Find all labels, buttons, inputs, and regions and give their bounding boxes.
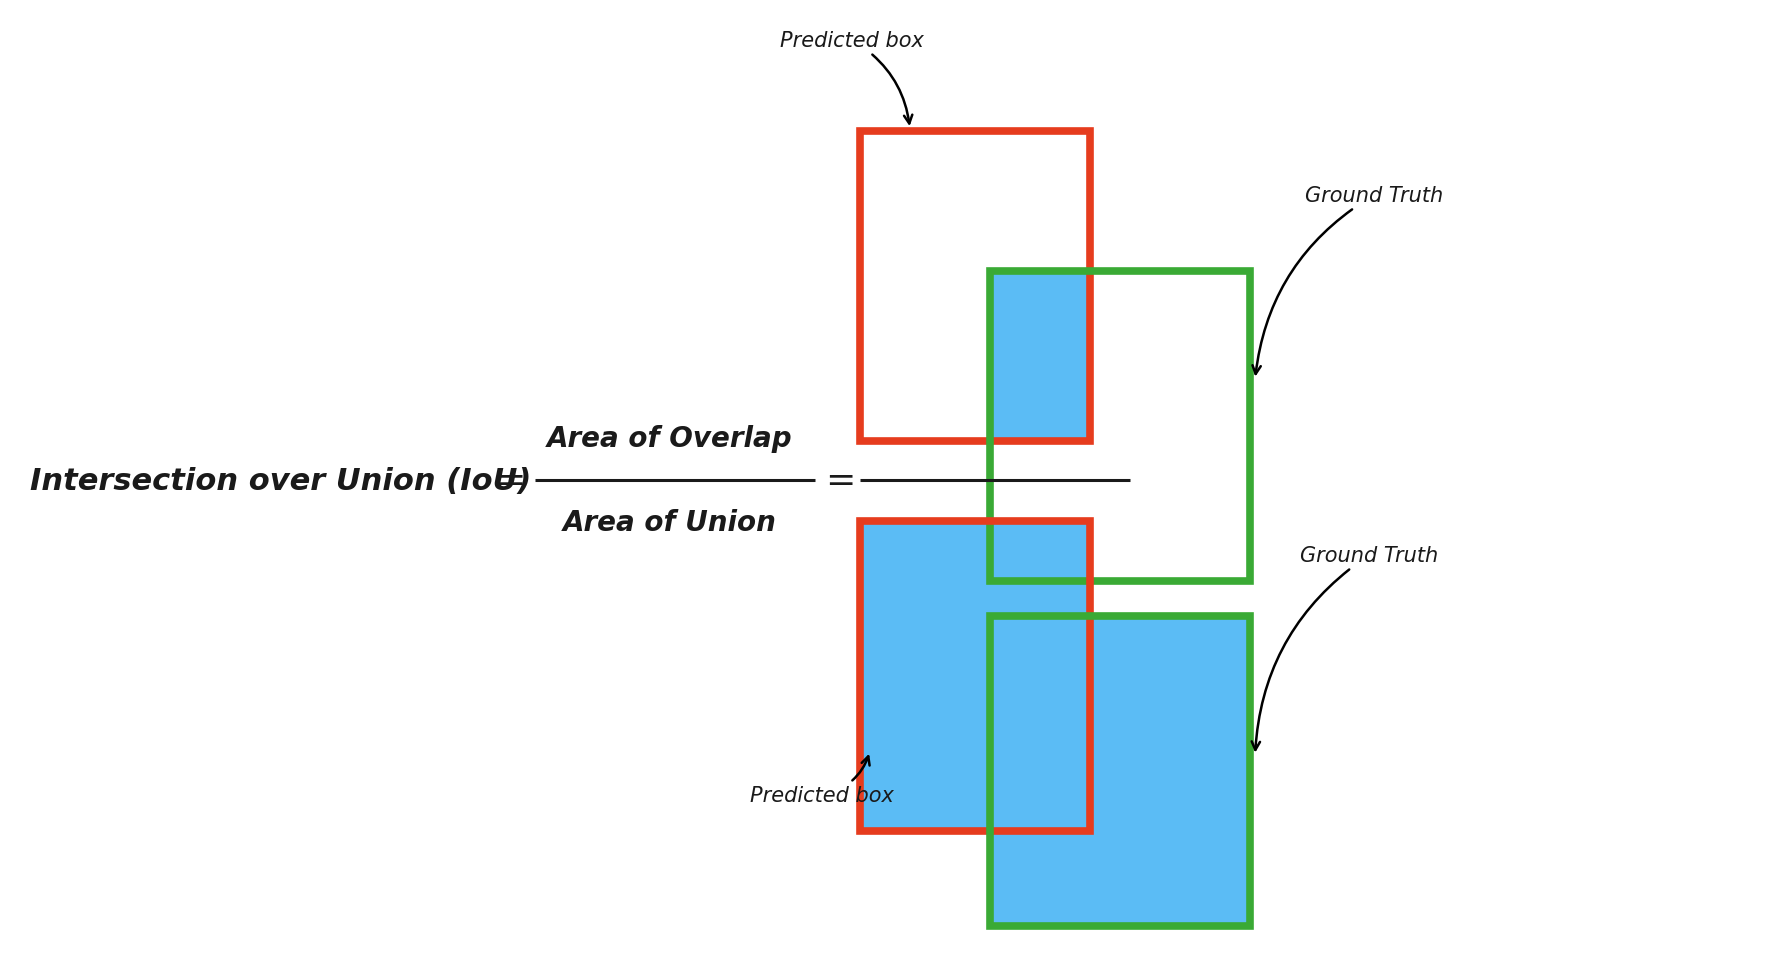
Text: =: = bbox=[495, 463, 525, 498]
Text: Ground Truth: Ground Truth bbox=[1251, 546, 1439, 751]
Bar bbox=[989, 616, 1251, 926]
Bar bbox=[989, 616, 1251, 926]
Text: Predicted box: Predicted box bbox=[751, 756, 894, 805]
Bar bbox=[860, 522, 1090, 831]
Bar bbox=[989, 272, 1090, 441]
Text: Ground Truth: Ground Truth bbox=[1253, 185, 1443, 375]
Bar bbox=[860, 132, 1090, 441]
Text: Area of Union: Area of Union bbox=[563, 508, 778, 536]
Text: =: = bbox=[824, 463, 855, 498]
Text: Intersection over Union (IoU): Intersection over Union (IoU) bbox=[30, 466, 532, 495]
Text: Predicted box: Predicted box bbox=[780, 31, 925, 124]
Bar bbox=[860, 522, 1090, 831]
Text: Area of Overlap: Area of Overlap bbox=[547, 425, 792, 453]
Bar bbox=[989, 272, 1251, 581]
